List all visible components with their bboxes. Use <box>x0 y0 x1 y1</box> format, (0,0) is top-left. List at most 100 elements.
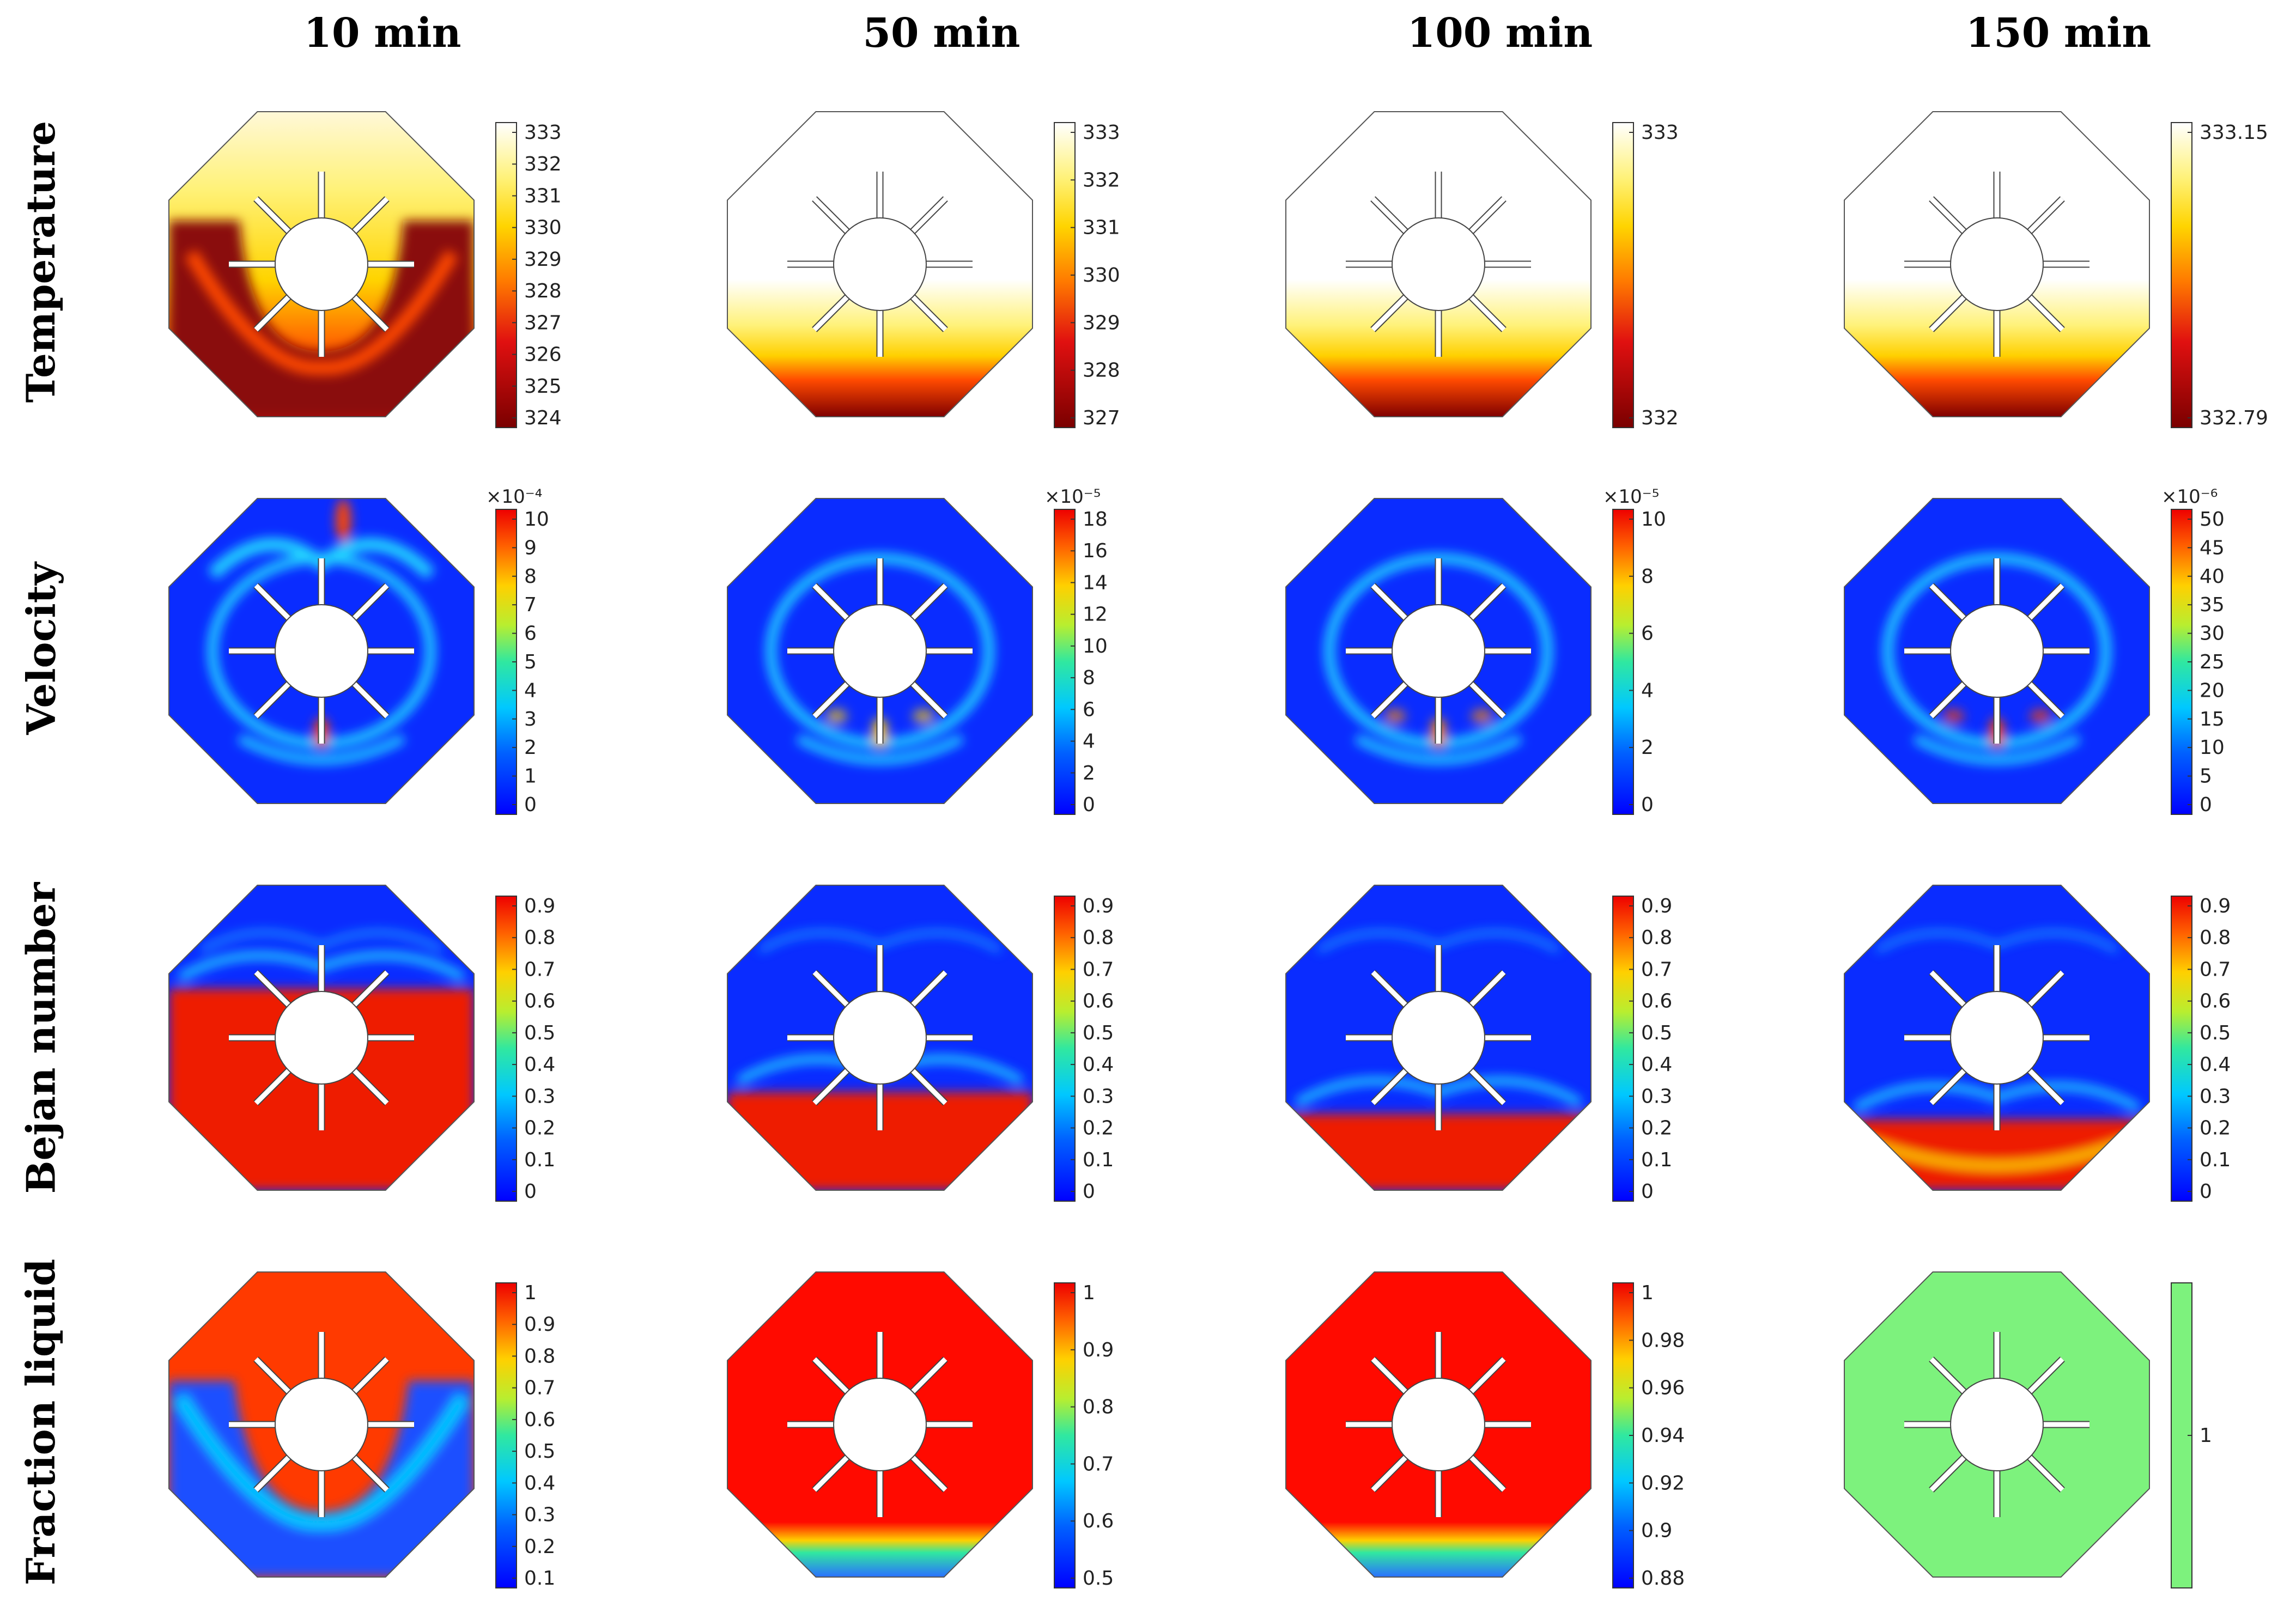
panel-fraction-liquid-50-min: 0.5 0.6 0.7 0.8 0.9 1 <box>722 1267 1158 1607</box>
colorbar-tick-label: 328 <box>1083 360 1120 382</box>
panel-bejan-number-10-min: 0 0.1 0.2 0.3 0.4 0.5 0.6 0.7 0.8 0.9 <box>163 880 599 1220</box>
octagon-outline <box>727 1271 1033 1578</box>
colorbar-tick-label: 327 <box>1083 407 1120 429</box>
octagon-outline <box>1285 1271 1592 1578</box>
contour-svg: 0 1 2 3 4 5 6 7 8 9 10×10⁻⁴ <box>168 486 549 816</box>
colorbar-tick-label: 332.79 <box>2200 407 2268 429</box>
heat-pipe-fins <box>229 558 414 744</box>
colorbar-tick-label: 0.8 <box>2200 927 2231 949</box>
contour-svg: 324 325 326 327 328 329 330 331 332 333 <box>168 111 562 429</box>
colorbar-tick-label: 0.4 <box>524 1054 555 1076</box>
colorbar-tick-label: 0.88 <box>1641 1567 1685 1590</box>
colorbar-tick-label: 0.5 <box>2200 1022 2231 1044</box>
colorbar-tick-label: 331 <box>524 185 562 207</box>
colorbar-tick-label: 10 <box>524 508 549 531</box>
colorbar-tick-label: 10 <box>1083 635 1108 658</box>
colorbar-tick-label: 324 <box>524 407 562 429</box>
colorbar-tick-label: 15 <box>2200 708 2225 731</box>
colorbar-tick-label: 0.6 <box>524 990 555 1013</box>
colorbar-tick-label: 0.9 <box>1083 895 1114 917</box>
contour-svg: 0 5 10 15 20 25 30 35 40 45 50×10⁻⁶ <box>1844 486 2225 816</box>
colorbar-tick-label: 0 <box>1641 1180 1654 1203</box>
colorbar-tick-label: 0.3 <box>1083 1085 1114 1107</box>
contour-svg: 0 0.1 0.2 0.3 0.4 0.5 0.6 0.7 0.8 0.9 <box>727 885 1114 1203</box>
octagon-outline <box>1844 498 2150 804</box>
colorbar-tick-label: 0 <box>2200 1180 2212 1203</box>
colorbar-tick-label: 8 <box>524 565 537 588</box>
colorbar-tick-label: 0.1 <box>1083 1149 1114 1171</box>
colorbar-tick-label: 0.1 <box>2200 1149 2231 1171</box>
colorbar <box>1612 896 1634 1202</box>
colorbar-tick-label: 0.4 <box>2200 1054 2231 1076</box>
colorbar-tick-label: 328 <box>524 280 562 302</box>
colorbar-tick-label: 0.8 <box>1083 927 1114 949</box>
panel-bejan-number-150-min: 0 0.1 0.2 0.3 0.4 0.5 0.6 0.7 0.8 0.9 <box>1839 880 2275 1220</box>
octagon-outline <box>1285 498 1592 804</box>
colorbar-tick-label: 6 <box>524 623 537 645</box>
colorbar-tick-label: 1 <box>1083 1282 1095 1304</box>
colorbar-tick-label: 326 <box>524 344 562 366</box>
colorbar-tick-label: 4 <box>524 679 537 702</box>
colorbar-tick-label: 1 <box>524 1282 537 1304</box>
colorbar-exponent: ×10⁻⁵ <box>1603 486 1659 508</box>
heat-pipe-fins <box>787 1332 973 1517</box>
colorbar-tick-label: 0 <box>524 794 537 816</box>
column-title-100-min: 100 min <box>1407 10 1593 57</box>
colorbar-tick-label: 0.3 <box>2200 1085 2231 1107</box>
contour-svg: 332 333 <box>1285 111 1679 429</box>
colorbar-tick-label: 0.7 <box>524 958 555 981</box>
contour-svg: 1 <box>1844 1271 2212 1588</box>
colorbar <box>1054 1282 1076 1588</box>
colorbar-tick-label: 0.3 <box>1641 1085 1672 1107</box>
panel-fraction-liquid-10-min: 0.1 0.2 0.3 0.4 0.5 0.6 0.7 0.8 0.9 1 <box>163 1267 599 1607</box>
heat-pipe-fins <box>1904 558 2090 744</box>
colorbar-tick-label: 45 <box>2200 537 2225 559</box>
colorbar <box>2171 896 2192 1202</box>
colorbar <box>495 122 517 428</box>
colorbar-tick-label: 0.8 <box>524 1345 555 1367</box>
colorbar-tick-label: 0.8 <box>524 927 555 949</box>
octagon-outline <box>1844 111 2150 417</box>
colorbar-tick-label: 0.1 <box>524 1149 555 1171</box>
colorbar-tick-label: 0.4 <box>1641 1054 1672 1076</box>
colorbar-tick-label: 0.1 <box>1641 1149 1672 1171</box>
colorbar-tick-label: 0.9 <box>1641 1520 1672 1542</box>
colorbar-tick-label: 5 <box>2200 765 2212 788</box>
colorbar-tick-label: 325 <box>524 375 562 398</box>
colorbar-tick-label: 2 <box>1083 762 1095 784</box>
colorbar-tick-label: 14 <box>1083 571 1108 594</box>
colorbar-tick-label: 0.5 <box>1641 1022 1672 1044</box>
panel-velocity-100-min: 0 2 4 6 8 10 ×10⁻⁵ <box>1280 486 1716 833</box>
colorbar-tick-label: 1 <box>1641 1282 1654 1304</box>
colorbar-tick-label: 10 <box>1641 508 1666 531</box>
contour-svg: 0 0.1 0.2 0.3 0.4 0.5 0.6 0.7 0.8 0.9 <box>1844 885 2231 1203</box>
colorbar-tick-label: 332 <box>524 153 562 175</box>
colorbar-tick-label: 50 <box>2200 508 2225 531</box>
heat-pipe-fins <box>787 558 973 744</box>
colorbar-tick-label: 0.6 <box>1641 990 1672 1013</box>
octagon-outline <box>1285 885 1592 1191</box>
colorbar-tick-label: 0.7 <box>1083 1453 1114 1475</box>
contour-svg: 0.1 0.2 0.3 0.4 0.5 0.6 0.7 0.8 0.9 1 <box>168 1271 555 1590</box>
panel-fraction-liquid-100-min: 0.88 0.9 0.92 0.94 0.96 0.98 1 <box>1280 1267 1716 1607</box>
column-title-10-min: 10 min <box>303 10 461 57</box>
colorbar-tick-label: 0.7 <box>1641 958 1672 981</box>
colorbar-tick-label: 0.6 <box>1083 990 1114 1013</box>
panel-temperature-100-min: 332 333 <box>1280 106 1716 447</box>
colorbar-tick-label: 7 <box>524 594 537 616</box>
colorbar-tick-label: 0.2 <box>1083 1117 1114 1140</box>
octagon-outline <box>727 498 1033 804</box>
heat-pipe-fins <box>787 172 973 357</box>
colorbar-tick-label: 0.6 <box>524 1409 555 1431</box>
colorbar-tick-label: 330 <box>524 217 562 239</box>
colorbar-tick-label: 0.8 <box>1641 927 1672 949</box>
contour-svg: 0 2 4 6 8 10 12 14 16 18×10⁻⁵ <box>727 486 1108 816</box>
colorbar-tick-label: 333.15 <box>2200 121 2268 144</box>
heat-pipe-fins <box>1904 945 2090 1130</box>
colorbar-tick-label: 40 <box>2200 565 2225 588</box>
colorbar <box>1612 122 1634 428</box>
colorbar-tick-label: 3 <box>524 708 537 731</box>
panel-velocity-150-min: 0 5 10 15 20 25 30 35 40 45 50 ×10⁻⁶ <box>1839 486 2275 833</box>
panel-temperature-50-min: 327 328 329 330 331 332 333 <box>722 106 1158 447</box>
